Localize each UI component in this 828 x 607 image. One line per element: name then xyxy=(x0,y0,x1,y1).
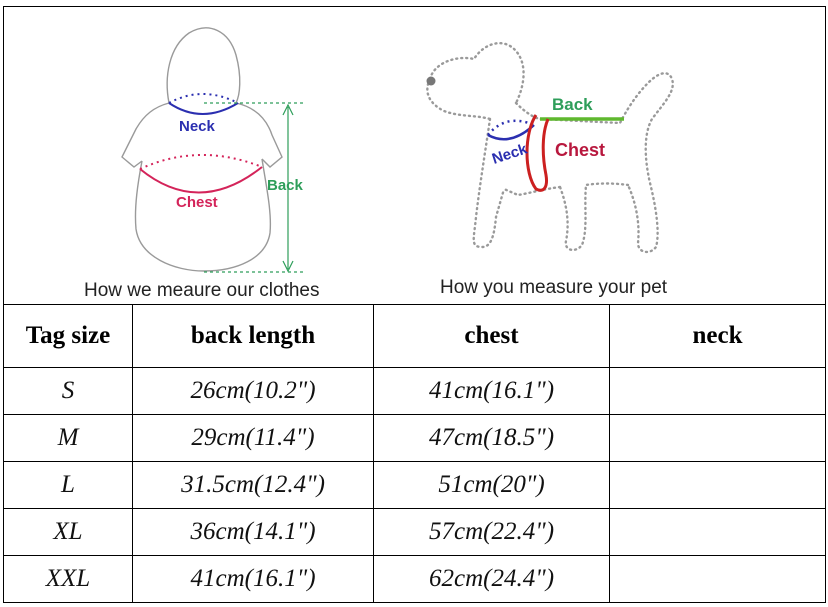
dog-chest-line xyxy=(525,114,550,192)
cell-back-length: 26cm(10.2") xyxy=(132,367,374,415)
hoodie-back-dimension xyxy=(204,102,304,273)
dog-neck-label: Neck xyxy=(490,140,530,167)
dog-drawing xyxy=(426,41,674,254)
cell-chest: 51cm(20") xyxy=(373,461,610,509)
hoodie-neck-dotted xyxy=(168,93,239,104)
hoodie-neck-line xyxy=(168,102,239,115)
measurement-drawings: Neck Chest Back Back Chest Neck xyxy=(121,27,674,273)
dog-nose xyxy=(426,76,436,86)
cell-neck xyxy=(609,461,826,509)
table-row: M 29cm(11.4") 47cm(18.5") xyxy=(3,414,826,462)
cell-size: M xyxy=(3,414,133,462)
cell-back-length: 41cm(16.1") xyxy=(132,555,374,603)
hoodie-chest-label: Chest xyxy=(176,194,218,211)
cell-back-length: 29cm(11.4") xyxy=(132,414,374,462)
size-table: Tag size back length chest neck S 26cm(1… xyxy=(3,304,826,603)
dog-chest-label: Chest xyxy=(555,140,605,160)
table-row: S 26cm(10.2") 41cm(16.1") xyxy=(3,367,826,415)
cell-size: XXL xyxy=(3,555,133,603)
dog-back-label: Back xyxy=(552,95,593,114)
dog-neck-dotted xyxy=(487,119,535,136)
table-row: XL 36cm(14.1") 57cm(22.4") xyxy=(3,508,826,556)
header-back-length: back length xyxy=(132,304,374,368)
hoodie-drawing xyxy=(121,27,283,272)
cell-chest: 62cm(24.4") xyxy=(373,555,610,603)
cell-chest: 41cm(16.1") xyxy=(373,367,610,415)
cell-chest: 47cm(18.5") xyxy=(373,414,610,462)
cell-neck xyxy=(609,367,826,415)
measurement-illustration: Neck Chest Back Back Chest Neck xyxy=(3,6,826,305)
hoodie-back-label: Back xyxy=(267,177,304,194)
cell-neck xyxy=(609,508,826,556)
table-row: L 31.5cm(12.4") 51cm(20") xyxy=(3,461,826,509)
cell-chest: 57cm(22.4") xyxy=(373,508,610,556)
clothes-caption: How we meaure our clothes xyxy=(84,280,320,301)
hoodie-chest-line xyxy=(139,166,263,194)
pet-caption: How you measure your pet xyxy=(440,277,668,298)
cell-size: S xyxy=(3,367,133,415)
hoodie-neck-label: Neck xyxy=(179,118,216,135)
cell-back-length: 31.5cm(12.4") xyxy=(132,461,374,509)
header-chest: chest xyxy=(373,304,610,368)
cell-neck xyxy=(609,555,826,603)
header-tag-size: Tag size xyxy=(3,304,133,368)
table-header-row: Tag size back length chest neck xyxy=(3,304,826,368)
cell-size: XL xyxy=(3,508,133,556)
header-neck: neck xyxy=(609,304,826,368)
cell-back-length: 36cm(14.1") xyxy=(132,508,374,556)
cell-size: L xyxy=(3,461,133,509)
table-row: XXL 41cm(16.1") 62cm(24.4") xyxy=(3,555,826,603)
hoodie-chest-dotted xyxy=(139,154,263,170)
cell-neck xyxy=(609,414,826,462)
